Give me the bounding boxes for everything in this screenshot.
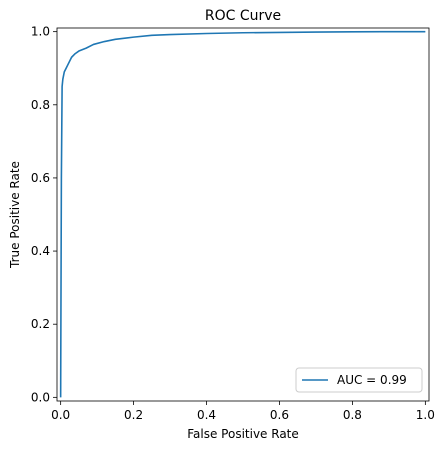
y-tick-label: 0.2 [31, 317, 50, 331]
y-tick-label: 1.0 [31, 25, 50, 39]
x-tick-label: 0.8 [343, 408, 362, 422]
x-axis-ticks: 0.0 0.2 0.4 0.6 0.8 1.0 [51, 401, 435, 422]
series-layer [59, 30, 426, 398]
legend-label: AUC = 0.99 [337, 373, 407, 387]
chart-title: ROC Curve [205, 8, 281, 24]
y-tick-label: 0.0 [31, 390, 50, 404]
x-tick-label: 0.2 [124, 408, 143, 422]
y-tick-label: 0.8 [31, 98, 50, 112]
y-tick-label: 0.4 [31, 244, 50, 258]
x-tick-label: 0.4 [197, 408, 216, 422]
plot-frame [56, 27, 430, 402]
y-axis-ticks: 0.0 0.2 0.4 0.6 0.8 1.0 [31, 25, 57, 404]
x-tick-label: 1.0 [416, 408, 435, 422]
legend-box [295, 367, 423, 393]
roc-curve-line [59, 30, 426, 398]
x-axis-label: False Positive Rate [187, 427, 299, 441]
x-tick-label: 0.6 [270, 408, 289, 422]
legend: AUC = 0.99 [295, 367, 423, 393]
y-axis-label: True Positive Rate [8, 161, 22, 269]
x-tick-label: 0.0 [51, 408, 70, 422]
y-tick-label: 0.6 [31, 171, 50, 185]
